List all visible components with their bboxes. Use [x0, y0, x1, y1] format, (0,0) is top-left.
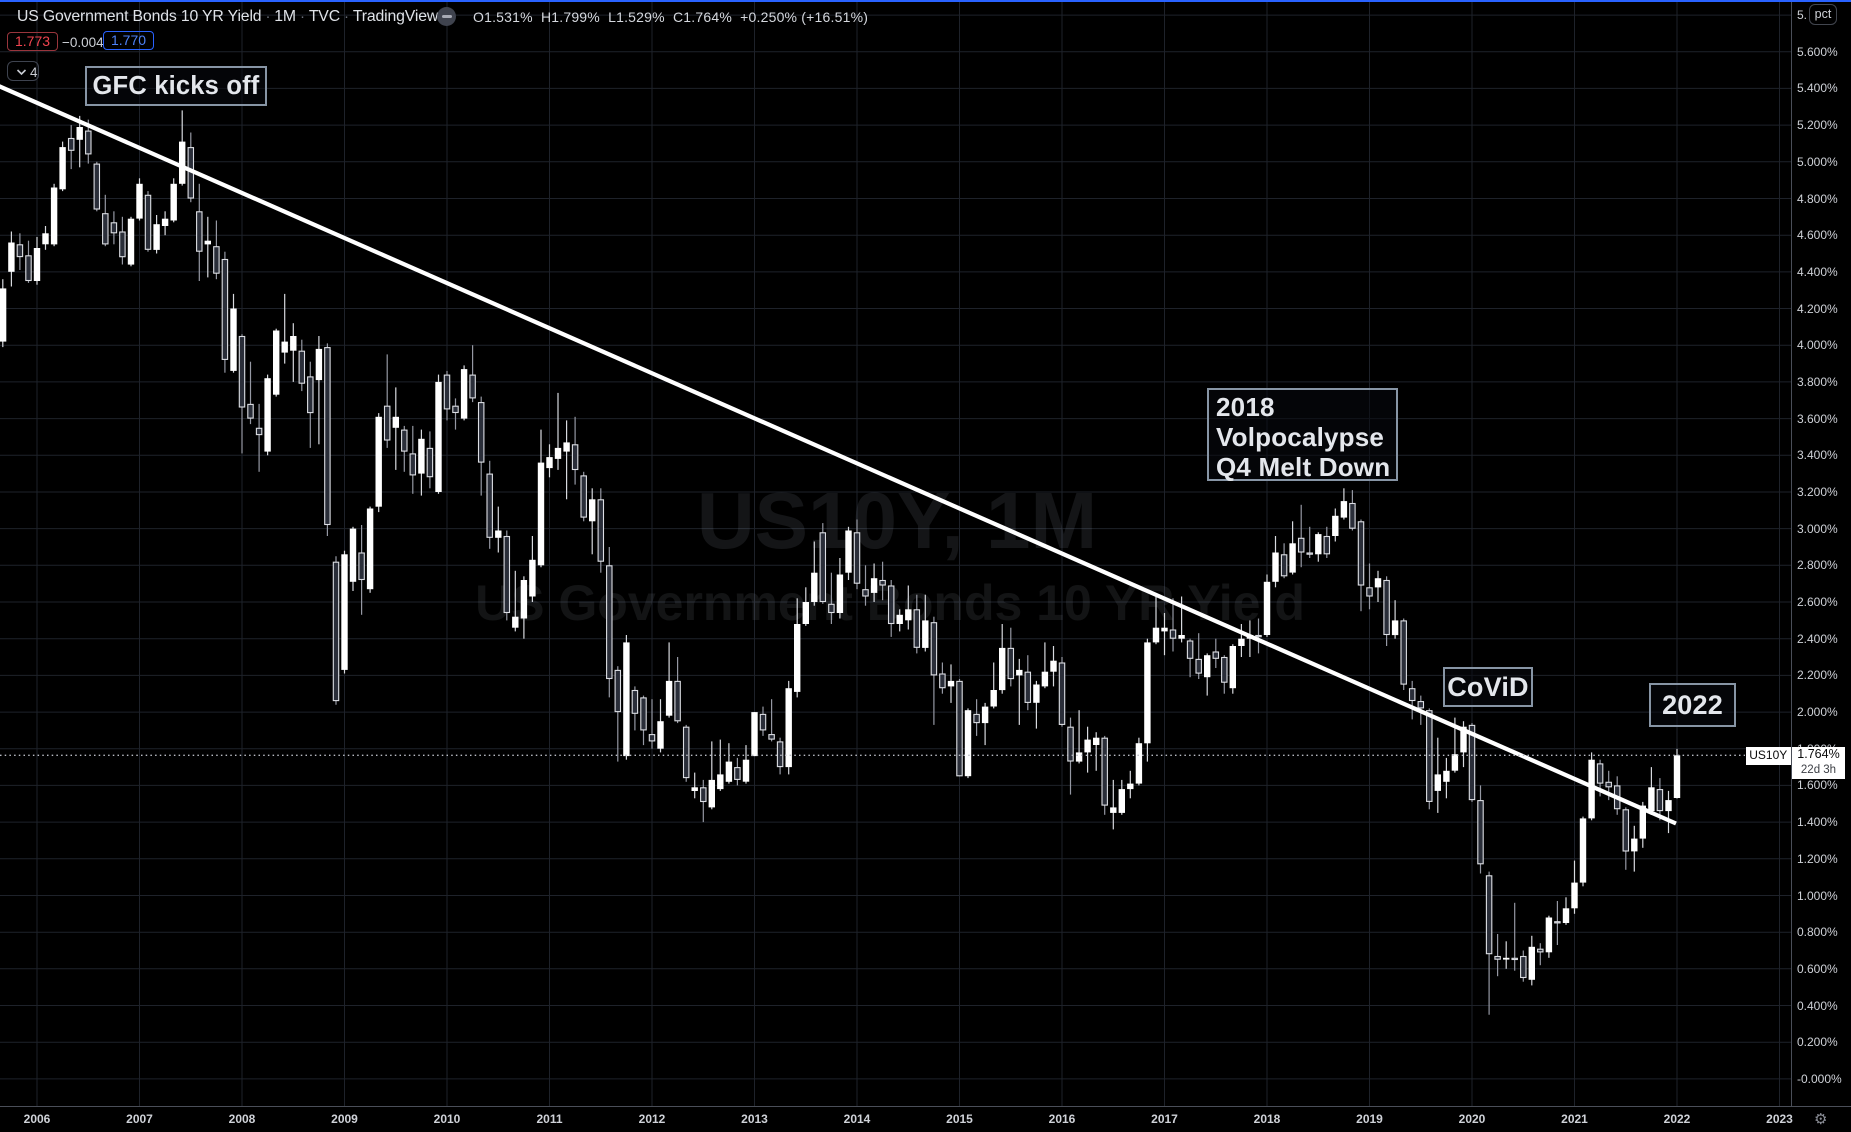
svg-text:US10Y, 1M: US10Y, 1M — [697, 476, 1097, 565]
svg-text:4: 4 — [30, 65, 38, 80]
